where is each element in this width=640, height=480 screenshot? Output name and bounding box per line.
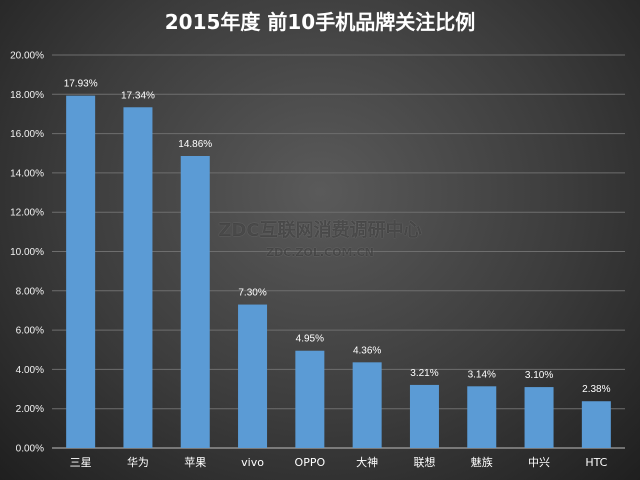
- bar: [581, 401, 611, 448]
- labels: 0.00% 2.00% 4.00% 6.00% 8.00% 10.00% 12.00% 14.…: [10, 51, 611, 470]
- x-tick-label: 华为: [127, 455, 149, 469]
- data-label: 3.10%: [525, 370, 553, 381]
- bar: [295, 350, 325, 448]
- bar: [467, 386, 497, 448]
- data-label: 3.21%: [410, 368, 438, 379]
- bar: [66, 95, 96, 448]
- x-tick-label: OPPO: [295, 456, 326, 469]
- bar: [409, 384, 439, 448]
- bar: [180, 156, 210, 448]
- x-tick-label: 苹果: [184, 455, 206, 469]
- data-label: 2.38%: [582, 384, 610, 395]
- data-label: 7.30%: [238, 288, 266, 299]
- y-tick-label: 14.00%: [10, 168, 44, 179]
- x-tick-label: 联想: [413, 455, 435, 469]
- x-tick-label: 大神: [356, 455, 378, 469]
- data-label: 17.93%: [64, 79, 98, 90]
- bar: [352, 362, 382, 448]
- bars: [66, 95, 611, 449]
- data-label: 3.14%: [468, 369, 496, 380]
- x-tick-label: HTC: [585, 456, 607, 469]
- y-tick-label: 8.00%: [16, 286, 44, 297]
- bar: [238, 304, 268, 448]
- watermark-url: ZDC.ZOL.COM.CN: [266, 246, 374, 259]
- watermark-text: ZDC互联网消费调研中心: [218, 220, 422, 241]
- data-label: 17.34%: [121, 90, 155, 101]
- data-label: 4.36%: [353, 345, 381, 356]
- y-tick-label: 4.00%: [16, 365, 44, 376]
- x-tick-label: 中兴: [528, 456, 550, 469]
- x-tick-label: vivo: [241, 456, 264, 469]
- y-tick-label: 10.00%: [10, 247, 44, 258]
- y-tick-label: 0.00%: [16, 444, 44, 455]
- y-tick-label: 18.00%: [10, 90, 44, 101]
- bar: [123, 107, 153, 449]
- data-label: 14.86%: [178, 139, 212, 150]
- y-tick-label: 12.00%: [10, 208, 44, 219]
- x-tick-label: 魅族: [471, 455, 493, 469]
- y-tick-label: 6.00%: [16, 326, 44, 337]
- y-tick-label: 2.00%: [16, 404, 44, 415]
- x-tick-label: 三星: [70, 456, 92, 469]
- y-tick-label: 20.00%: [10, 51, 44, 62]
- bar: [524, 387, 554, 448]
- y-tick-label: 16.00%: [10, 129, 44, 140]
- chart-title: 2015年度 前10手机品牌关注比例: [164, 10, 476, 34]
- data-label: 4.95%: [296, 334, 324, 345]
